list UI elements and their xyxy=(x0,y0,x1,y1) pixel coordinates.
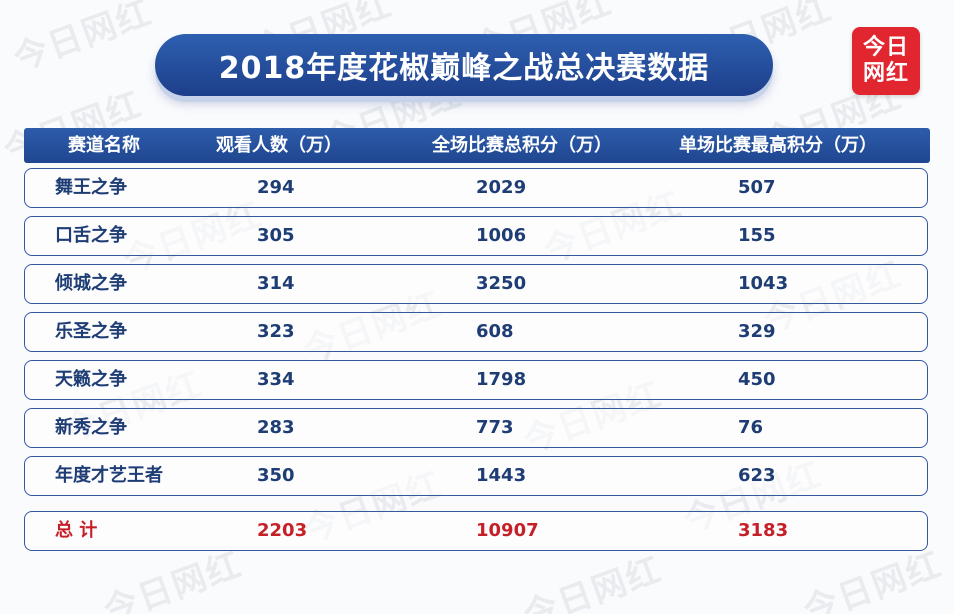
table-row: 舞王之争 294 2029 507 xyxy=(24,168,928,208)
row-total-score: 2029 xyxy=(476,177,527,198)
table-header: 赛道名称 观看人数（万） 全场比赛总积分（万） 单场比赛最高积分（万） xyxy=(24,128,930,163)
watermark: 今日网红 xyxy=(518,549,668,614)
logo-line1: 今日 xyxy=(862,35,909,60)
row-total-score: 1798 xyxy=(476,369,527,390)
row-max-score: 507 xyxy=(738,177,776,198)
page-title: 2018年度花椒巅峰之战总决赛数据 xyxy=(218,51,710,86)
row-name: 天籁之争 xyxy=(55,369,127,390)
table-row: 倾城之争 314 3250 1043 xyxy=(24,264,928,304)
row-total-score: 1443 xyxy=(476,465,527,486)
row-total-score: 608 xyxy=(476,321,514,342)
row-total-score: 773 xyxy=(476,417,514,438)
row-total-score: 1006 xyxy=(476,225,527,246)
row-max-score: 450 xyxy=(738,369,776,390)
row-max-score: 329 xyxy=(738,321,776,342)
title-banner: 2018年度花椒巅峰之战总决赛数据 xyxy=(155,34,773,96)
table-row: 年度才艺王者 350 1443 623 xyxy=(24,456,928,496)
row-viewers: 350 xyxy=(257,465,295,486)
header-cell-total-score: 全场比赛总积分（万） xyxy=(432,135,612,156)
row-max-score: 155 xyxy=(738,225,776,246)
watermark: 今日网红 xyxy=(8,0,158,80)
row-total-score: 3250 xyxy=(476,273,527,294)
table-row: 乐圣之争 323 608 329 xyxy=(24,312,928,352)
table-row: 口舌之争 305 1006 155 xyxy=(24,216,928,256)
row-viewers: 283 xyxy=(257,417,295,438)
table-total-row: 总 计 2203 10907 3183 xyxy=(24,511,928,551)
header-cell-name: 赛道名称 xyxy=(68,135,140,156)
row-name: 年度才艺王者 xyxy=(55,465,163,486)
row-viewers: 305 xyxy=(257,225,295,246)
row-name: 口舌之争 xyxy=(55,225,127,246)
logo-line2: 网红 xyxy=(862,61,909,86)
total-viewers: 2203 xyxy=(257,520,308,541)
table-row: 新秀之争 283 773 76 xyxy=(24,408,928,448)
row-name: 倾城之争 xyxy=(55,273,127,294)
row-viewers: 294 xyxy=(257,177,295,198)
header-cell-viewers: 观看人数（万） xyxy=(216,135,342,156)
row-viewers: 323 xyxy=(257,321,295,342)
table-row: 天籁之争 334 1798 450 xyxy=(24,360,928,400)
row-viewers: 334 xyxy=(257,369,295,390)
row-viewers: 314 xyxy=(257,273,295,294)
header-cell-max-score: 单场比赛最高积分（万） xyxy=(679,135,877,156)
row-name: 乐圣之争 xyxy=(55,321,127,342)
row-name: 舞王之争 xyxy=(55,177,127,198)
row-max-score: 623 xyxy=(738,465,776,486)
total-total-score: 10907 xyxy=(476,520,539,541)
row-max-score: 1043 xyxy=(738,273,789,294)
row-name: 新秀之争 xyxy=(55,417,127,438)
total-max-score: 3183 xyxy=(738,520,789,541)
total-label: 总 计 xyxy=(55,520,98,541)
brand-logo: 今日 网红 xyxy=(852,27,920,95)
row-max-score: 76 xyxy=(738,417,764,438)
